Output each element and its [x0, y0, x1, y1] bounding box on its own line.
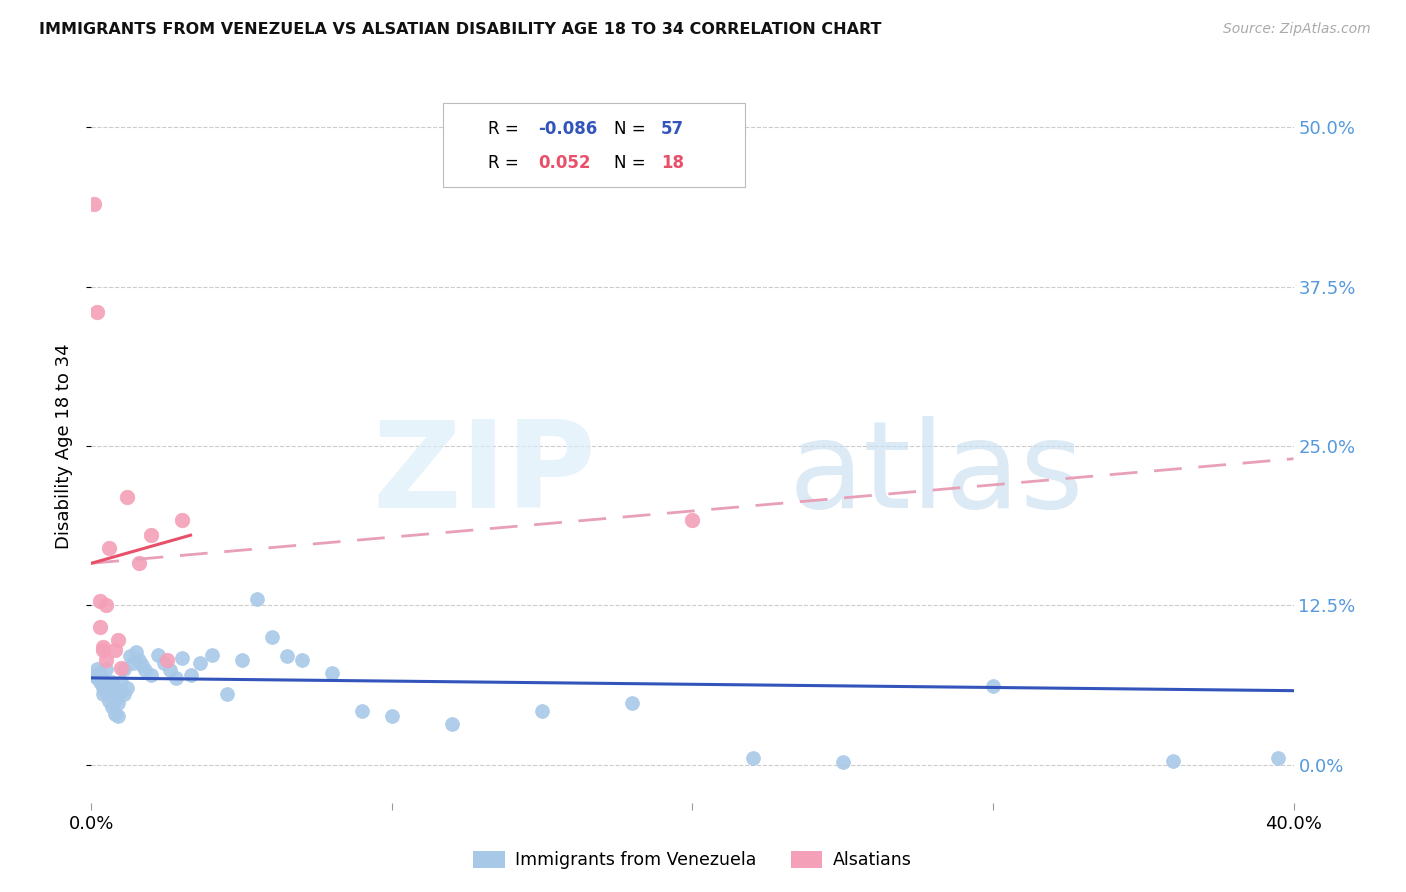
Text: ZIP: ZIP	[373, 416, 596, 533]
Point	[89, 620, 111, 634]
Point	[201, 648, 224, 662]
Point	[107, 697, 129, 711]
Point	[152, 656, 174, 670]
Point	[83, 197, 105, 211]
Text: 18: 18	[661, 154, 683, 172]
Point	[104, 706, 127, 721]
Point	[155, 653, 177, 667]
Point	[98, 541, 121, 555]
Point	[180, 668, 202, 682]
Point	[188, 656, 211, 670]
Point	[246, 591, 269, 606]
Point	[291, 653, 314, 667]
Point	[86, 671, 108, 685]
Point	[141, 528, 163, 542]
Point	[110, 674, 132, 689]
Text: -0.086: -0.086	[538, 120, 598, 138]
Point	[96, 683, 118, 698]
Point	[231, 653, 253, 667]
Point	[114, 662, 136, 676]
Point	[98, 681, 121, 695]
Point	[101, 700, 124, 714]
Point	[215, 688, 238, 702]
Point	[122, 656, 145, 670]
Point	[170, 513, 193, 527]
Point	[104, 643, 127, 657]
Point	[117, 490, 139, 504]
Y-axis label: Disability Age 18 to 34: Disability Age 18 to 34	[55, 343, 73, 549]
Point	[681, 513, 703, 527]
Point	[104, 694, 127, 708]
Point	[134, 663, 156, 677]
Point	[165, 671, 187, 685]
Point	[83, 668, 105, 682]
Point	[89, 674, 111, 689]
Point	[260, 630, 283, 644]
Point	[110, 661, 132, 675]
Point	[321, 665, 343, 680]
Point	[621, 697, 644, 711]
Point	[96, 653, 118, 667]
Point	[128, 653, 150, 667]
Point	[128, 556, 150, 570]
Point	[98, 694, 121, 708]
Text: R =: R =	[488, 120, 519, 138]
Point	[107, 632, 129, 647]
Text: N =: N =	[614, 154, 645, 172]
Point	[96, 662, 118, 676]
Point	[101, 688, 124, 702]
Point	[117, 681, 139, 695]
Text: 57: 57	[661, 120, 683, 138]
Point	[146, 648, 169, 662]
Point	[93, 640, 115, 655]
Point	[350, 704, 373, 718]
Point	[1161, 754, 1184, 768]
Point	[86, 305, 108, 319]
Point	[89, 665, 111, 680]
Text: atlas: atlas	[789, 416, 1084, 533]
Point	[131, 658, 153, 673]
Point	[831, 755, 853, 769]
Point	[440, 716, 463, 731]
Text: 0.052: 0.052	[538, 154, 591, 172]
Point	[96, 599, 118, 613]
Point	[96, 674, 118, 689]
Point	[101, 674, 124, 689]
Text: R =: R =	[488, 154, 519, 172]
Point	[141, 668, 163, 682]
Point	[93, 643, 115, 657]
Point	[170, 650, 193, 665]
Point	[125, 645, 148, 659]
Point	[741, 751, 763, 765]
Point	[107, 709, 129, 723]
Text: IMMIGRANTS FROM VENEZUELA VS ALSATIAN DISABILITY AGE 18 TO 34 CORRELATION CHART: IMMIGRANTS FROM VENEZUELA VS ALSATIAN DI…	[39, 22, 882, 37]
Point	[86, 662, 108, 676]
Point	[276, 649, 298, 664]
Point	[89, 594, 111, 608]
Point	[104, 681, 127, 695]
Point	[381, 709, 404, 723]
Point	[114, 688, 136, 702]
Point	[93, 681, 115, 695]
Point	[93, 688, 115, 702]
Point	[159, 663, 181, 677]
Legend: Immigrants from Venezuela, Alsatians: Immigrants from Venezuela, Alsatians	[467, 844, 918, 876]
Point	[1267, 751, 1289, 765]
Point	[110, 683, 132, 698]
Point	[531, 704, 554, 718]
Point	[120, 649, 142, 664]
Point	[981, 679, 1004, 693]
Text: N =: N =	[614, 120, 645, 138]
Text: Source: ZipAtlas.com: Source: ZipAtlas.com	[1223, 22, 1371, 37]
